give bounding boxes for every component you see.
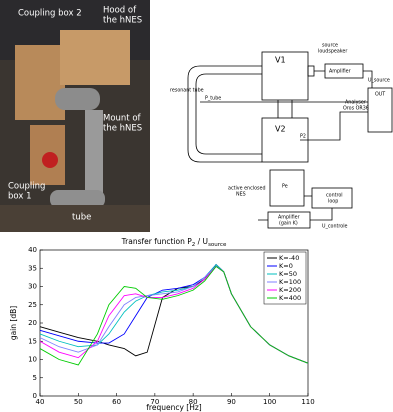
diagram: V1 V2 source loudspeaker Amplifier U_sou… <box>170 43 393 230</box>
legend-label: K=100 <box>279 278 301 286</box>
diagram-label: U_controle <box>322 224 348 230</box>
diagram-label: active enclosed <box>228 186 266 192</box>
x-axis-label: frequency [Hz] <box>146 403 202 412</box>
photo-label: Coupling box 2 <box>18 9 82 19</box>
diagram-label: V1 <box>275 56 286 65</box>
diagram-label: Amplifier <box>329 69 351 75</box>
diagram-label: loudspeaker <box>318 49 347 55</box>
y-tick-label: 25 <box>28 301 37 309</box>
chart-title: Transfer function P2 / Usource <box>121 237 227 248</box>
x-tick-label: 90 <box>227 398 236 406</box>
title-part: / U <box>195 237 208 246</box>
y-tick-label: 35 <box>28 264 37 272</box>
photo-label: the hNES <box>103 124 142 134</box>
x-tick-label: 40 <box>36 398 45 406</box>
photo-label: Coupling <box>8 182 45 192</box>
x-tick-label: 60 <box>112 398 121 406</box>
x-tick-label: 100 <box>263 398 276 406</box>
y-tick-label: 20 <box>28 319 37 327</box>
photo-label: box 1 <box>8 192 31 202</box>
y-tick-label: 15 <box>28 337 37 345</box>
series-line <box>39 265 309 366</box>
y-tick-label: 10 <box>28 356 37 364</box>
diagram-label: V2 <box>275 125 286 134</box>
photo-label: Hood of <box>103 6 137 16</box>
chart: Transfer function P2 / Usource frequency… <box>9 237 227 412</box>
photo-label: Mount of <box>103 114 142 124</box>
y-axis-label: gain [dB] <box>9 306 18 340</box>
diagram-label: Analyser <box>345 100 366 106</box>
diagram-label: loop <box>328 199 338 205</box>
legend-label: K=50 <box>279 270 297 278</box>
diagram-label: Amplifier <box>278 215 300 221</box>
diagram-label: OUT <box>375 92 385 98</box>
title-part: source <box>208 242 227 248</box>
diagram-label: control <box>326 193 343 199</box>
legend-label: K=-40 <box>279 254 299 262</box>
diagram-label: Oros OR36 <box>343 106 369 112</box>
photo-label: the hNES <box>103 16 142 26</box>
x-tick-label: 70 <box>150 398 159 406</box>
x-tick-label: 80 <box>189 398 198 406</box>
diagram-label: resonant tube <box>170 88 204 94</box>
photo-label: tube <box>72 213 91 223</box>
legend-box <box>263 251 307 305</box>
diagram-label: Pe <box>282 184 288 190</box>
diagram-label: source <box>322 43 338 49</box>
legend-label: K=400 <box>279 294 301 302</box>
diagram-label: P2 <box>300 134 306 140</box>
x-tick-label: 50 <box>74 398 83 406</box>
y-tick-label: 0 <box>33 392 37 400</box>
diagram-label: U_source <box>368 78 390 84</box>
y-tick-label: 5 <box>33 374 37 382</box>
legend-label: K=200 <box>279 286 301 294</box>
x-tick-label: 110 <box>301 398 314 406</box>
y-tick-label: 30 <box>28 283 37 291</box>
diagram-label: P_tube <box>205 96 221 102</box>
photo: Coupling box 2 Hood of the hNES Mount of… <box>0 0 150 232</box>
diagram-label: NES <box>236 192 246 198</box>
title-part: Transfer function P <box>121 237 193 246</box>
diagram-label: (gain K) <box>279 221 298 227</box>
title-part: 2 <box>192 242 196 248</box>
y-tick-label: 40 <box>28 246 37 254</box>
legend-label: K=0 <box>279 262 293 270</box>
